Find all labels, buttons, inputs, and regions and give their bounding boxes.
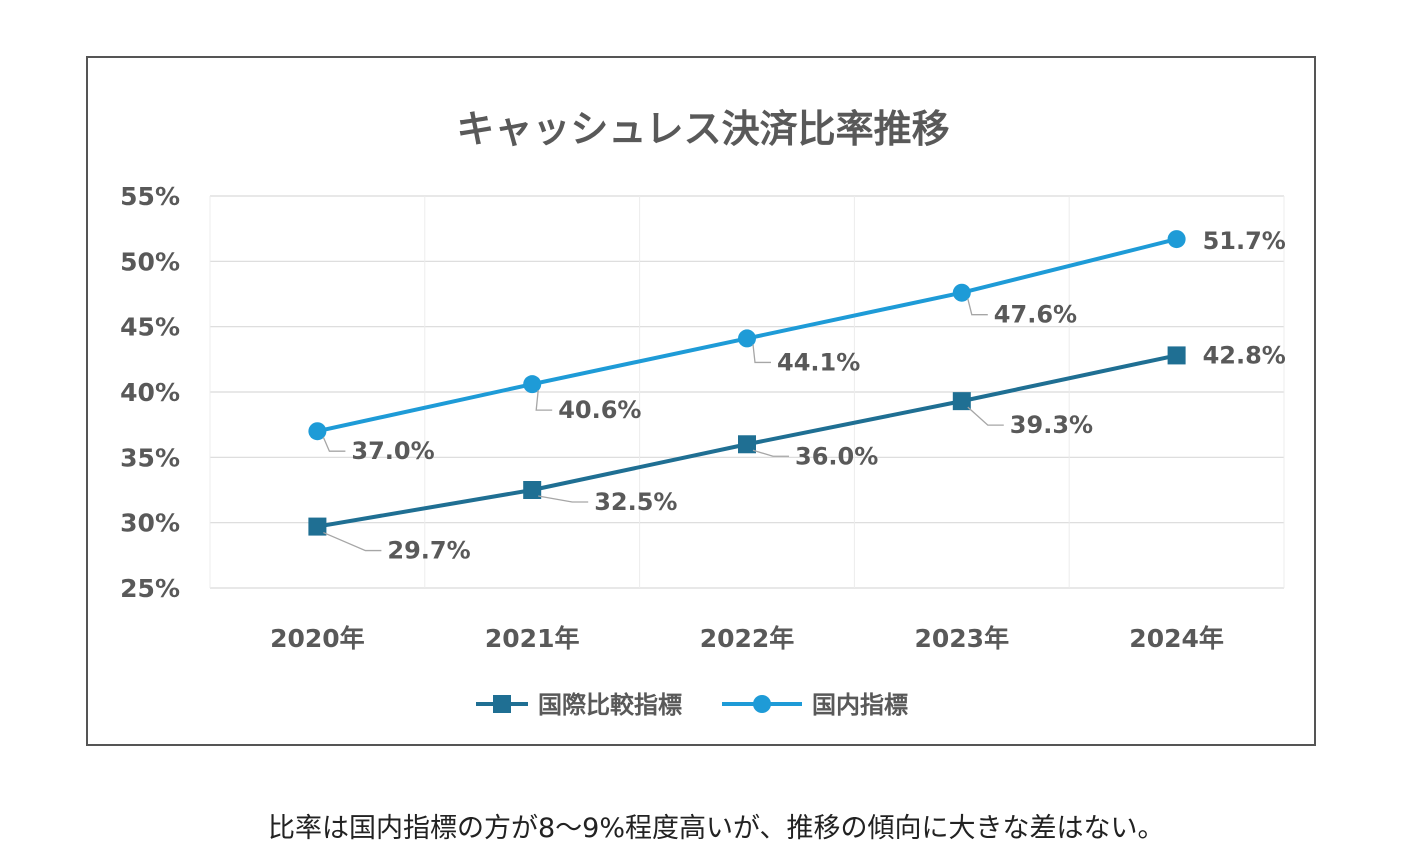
data-point-square bbox=[952, 392, 971, 411]
data-labels: 29.7% 32.5% 36.0% 39.3% 42.8% 37.0% 40.6% 44.1%… bbox=[322, 227, 1286, 565]
data-point-circle bbox=[523, 375, 542, 394]
data-label: 51.7% bbox=[1203, 227, 1286, 255]
data-point-square bbox=[1167, 346, 1186, 365]
axes: 25% 30% 35% 40% 45% 50% 55% 2020年 2021年 2022年 2023… bbox=[120, 182, 1224, 653]
data-label: 36.0% bbox=[795, 442, 878, 470]
y-tick-label: 50% bbox=[120, 247, 180, 276]
data-point-circle bbox=[308, 422, 327, 441]
y-tick-label: 55% bbox=[120, 182, 180, 211]
data-label: 42.8% bbox=[1203, 341, 1286, 369]
grid bbox=[209, 195, 1285, 589]
data-label: 44.1% bbox=[777, 348, 860, 376]
data-label: 47.6% bbox=[994, 301, 1077, 329]
legend-marker-square bbox=[493, 695, 511, 713]
y-tick-label: 45% bbox=[120, 313, 180, 342]
x-tick-label: 2021年 bbox=[485, 624, 580, 653]
y-tick-label: 35% bbox=[120, 443, 180, 472]
legend-label: 国内指標 bbox=[812, 691, 908, 719]
leader-line bbox=[752, 344, 771, 364]
leader-line bbox=[752, 449, 789, 457]
line-chart: キャッシュレス決済比率推移 25% 30% 35% 40% 45% 50% 55% 2020年… bbox=[120, 107, 1286, 719]
leader-line bbox=[538, 495, 589, 503]
data-label: 32.5% bbox=[594, 488, 677, 516]
data-point-square bbox=[738, 435, 756, 454]
y-tick-label: 40% bbox=[120, 378, 180, 407]
series bbox=[308, 230, 1186, 536]
x-tick-label: 2023年 bbox=[915, 624, 1010, 653]
data-label: 40.6% bbox=[558, 396, 641, 424]
data-label: 29.7% bbox=[387, 537, 470, 565]
leader-line bbox=[535, 390, 553, 411]
leader-line bbox=[967, 298, 988, 316]
chart-caption: 比率は国内指標の方が8～9%程度高いが、推移の傾向に大きな差はない。 bbox=[268, 813, 1165, 844]
y-tick-label: 25% bbox=[120, 574, 180, 603]
x-tick-label: 2020年 bbox=[270, 624, 365, 653]
y-tick-label: 30% bbox=[120, 509, 180, 538]
x-tick-label: 2022年 bbox=[700, 624, 795, 653]
chart-frame: キャッシュレス決済比率推移 25% 30% 35% 40% 45% 50% 55% 2020年… bbox=[86, 56, 1316, 746]
legend-marker-circle bbox=[753, 695, 771, 713]
leader-line bbox=[967, 406, 1004, 426]
legend-label: 国際比較指標 bbox=[538, 691, 682, 719]
legend: 国際比較指標 国内指標 bbox=[476, 691, 908, 719]
x-tick-label: 2024年 bbox=[1129, 624, 1224, 653]
leader-line bbox=[322, 436, 346, 452]
chart-title: キャッシュレス決済比率推移 bbox=[456, 107, 949, 151]
data-point-square bbox=[523, 481, 542, 499]
data-point-circle bbox=[1167, 230, 1186, 249]
data-point-circle bbox=[952, 283, 971, 302]
data-label: 39.3% bbox=[1010, 411, 1093, 439]
data-label: 37.0% bbox=[351, 437, 434, 465]
data-point-square bbox=[308, 517, 327, 536]
data-point-circle bbox=[738, 329, 756, 348]
leader-line bbox=[323, 531, 382, 552]
